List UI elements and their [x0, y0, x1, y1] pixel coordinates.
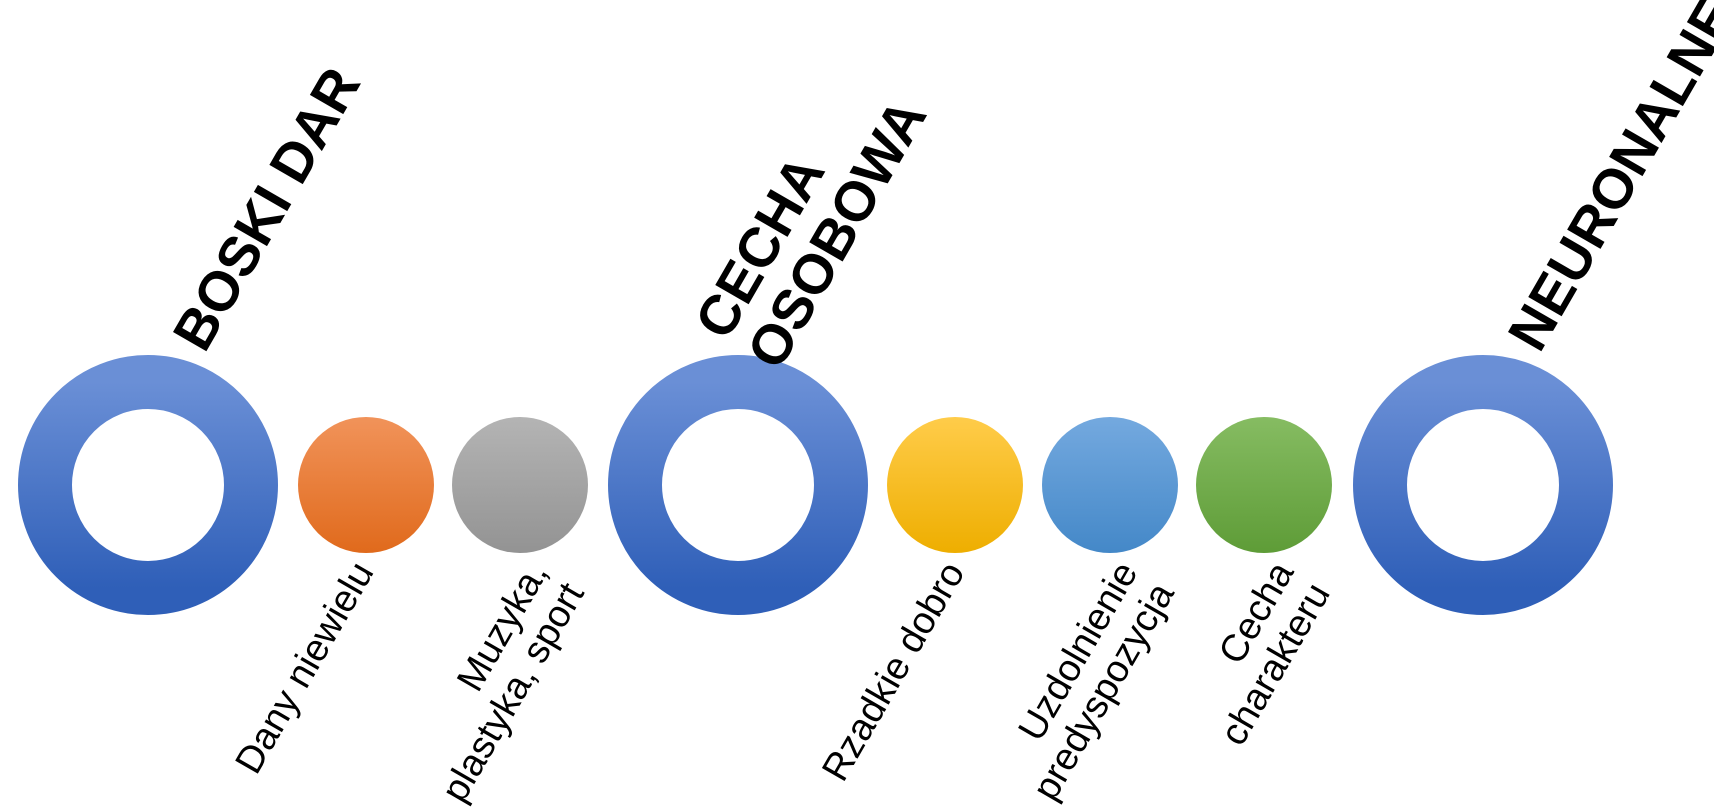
dot-gray — [452, 417, 588, 553]
dot-green — [1196, 417, 1332, 553]
dot-blue — [1042, 417, 1178, 553]
dot-yellow — [887, 417, 1023, 553]
ring-marker-neuronalne — [1353, 355, 1613, 615]
ring-marker-cecha-osobowa — [608, 355, 868, 615]
ring-marker-boski-dar — [18, 355, 278, 615]
dot-orange — [298, 417, 434, 553]
